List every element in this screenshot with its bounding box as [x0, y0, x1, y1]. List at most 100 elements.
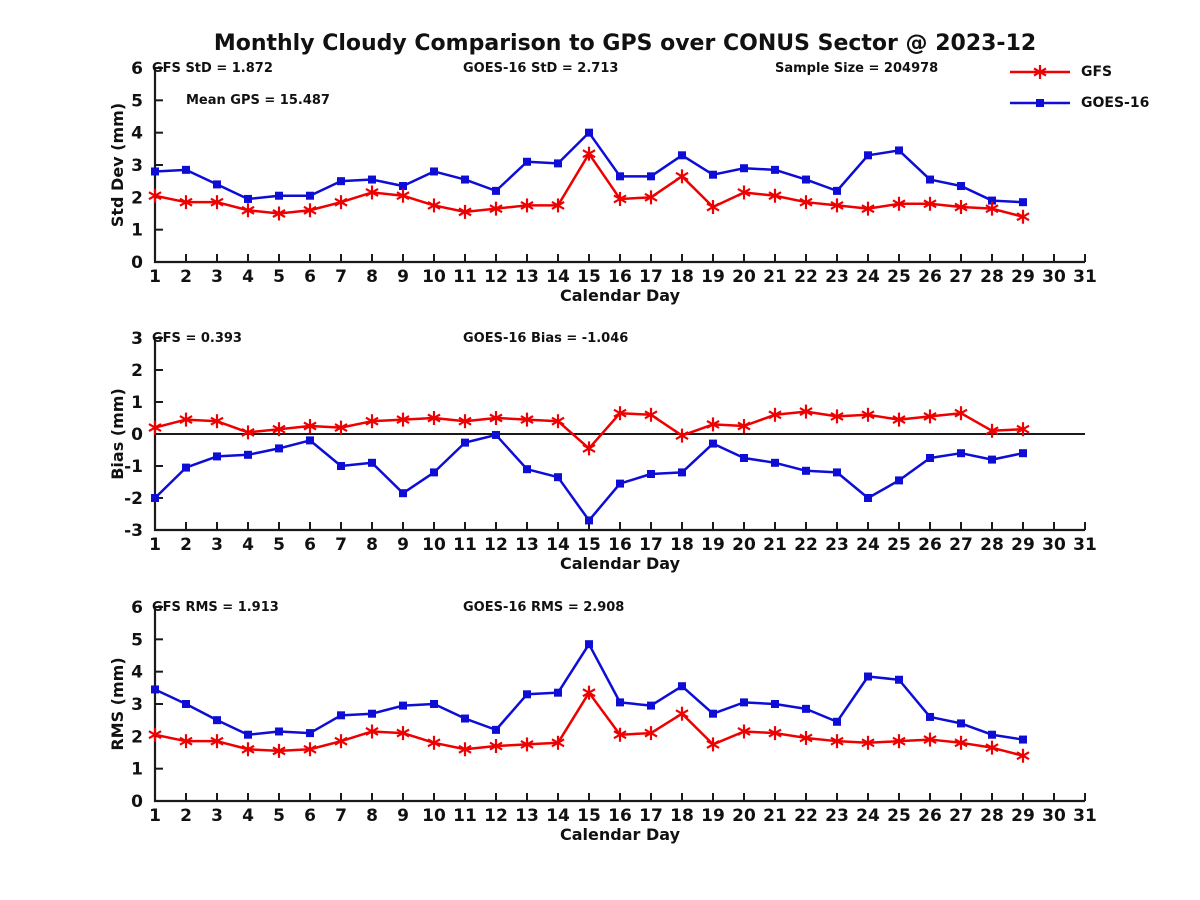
square-marker-icon [461, 714, 469, 723]
bias-ytick: -3 [124, 521, 143, 541]
bias-xtick: 22 [794, 535, 818, 555]
square-marker-icon [740, 454, 748, 462]
std-dev-ylabel: Std Dev (mm) [108, 103, 127, 227]
gfs-bias-annotation: GFS = 0.393 [152, 331, 242, 346]
std-dev-xtick: 18 [670, 267, 694, 287]
square-marker-icon [678, 468, 686, 477]
square-marker-icon [864, 672, 872, 681]
square-marker-icon [213, 452, 221, 461]
square-marker-icon [1019, 198, 1027, 207]
bias-xtick: 2 [180, 535, 192, 555]
square-marker-icon [802, 466, 810, 475]
bias-xtick: 20 [732, 535, 756, 555]
legend: GFS GOES-16 [1008, 63, 1149, 125]
goes16-bias-annotation: GOES-16 Bias = -1.046 [463, 331, 629, 346]
star-marker-icon [303, 203, 317, 218]
square-marker-icon [802, 704, 810, 713]
star-marker-icon [799, 195, 813, 210]
rms-xtick: 20 [732, 806, 756, 826]
square-marker-icon [1019, 449, 1027, 458]
star-marker-icon [427, 735, 441, 750]
rms-xtick: 19 [701, 806, 725, 826]
square-marker-icon [151, 167, 159, 176]
star-marker-icon [334, 195, 348, 210]
bias-xtick: 19 [701, 535, 725, 555]
rms-ytick: 6 [131, 598, 143, 618]
star-marker-icon [458, 414, 472, 429]
square-marker-icon [399, 182, 407, 191]
gfs-std-annotation: GFS StD = 1.872 [152, 61, 273, 76]
square-marker-icon [306, 191, 314, 200]
square-marker-icon [461, 175, 469, 184]
star-marker-icon [799, 404, 813, 419]
star-marker-icon [520, 737, 534, 752]
rms-xtick: 12 [484, 806, 508, 826]
std-dev-xtick: 9 [397, 267, 409, 287]
star-marker-icon [644, 407, 658, 422]
square-marker-icon [616, 479, 624, 488]
star-marker-icon [210, 734, 224, 749]
bias-ytick: 0 [131, 425, 143, 445]
square-marker-icon [244, 450, 252, 459]
goes16-rms-annotation: GOES-16 RMS = 2.908 [463, 600, 625, 615]
bias-xtick: 7 [335, 535, 347, 555]
rms-xtick: 27 [949, 806, 973, 826]
std-dev-xtick: 31 [1073, 267, 1097, 287]
square-marker-icon [864, 151, 872, 160]
std-dev-xtick: 29 [1011, 267, 1035, 287]
star-marker-icon [861, 201, 875, 216]
star-marker-icon [179, 734, 193, 749]
star-marker-icon [334, 734, 348, 749]
bias-xtick: 29 [1011, 535, 1035, 555]
rms-xtick: 24 [856, 806, 880, 826]
square-marker-icon [368, 458, 376, 467]
star-marker-icon [892, 196, 906, 211]
square-marker-icon [1019, 735, 1027, 744]
std-dev-xtick: 15 [577, 267, 601, 287]
rms-ytick: 0 [131, 792, 143, 812]
square-marker-icon [709, 439, 717, 448]
rms-xtick: 18 [670, 806, 694, 826]
star-marker-icon [923, 196, 937, 211]
bias-xtick: 23 [825, 535, 849, 555]
star-marker-icon [613, 727, 627, 742]
square-marker-icon [337, 177, 345, 186]
star-marker-icon [706, 737, 720, 752]
rms-xtick: 23 [825, 806, 849, 826]
square-marker-icon [833, 468, 841, 477]
std-dev-xtick: 5 [273, 267, 285, 287]
gfs-rms-annotation: GFS RMS = 1.913 [152, 600, 279, 615]
square-marker-icon [368, 709, 376, 718]
square-marker-icon [182, 463, 190, 472]
rms-xtick: 21 [763, 806, 787, 826]
star-marker-icon [830, 734, 844, 749]
rms-xtick: 22 [794, 806, 818, 826]
square-marker-icon [554, 688, 562, 697]
std-dev-xtick: 26 [918, 267, 942, 287]
star-marker-icon [303, 742, 317, 757]
square-marker-icon [616, 172, 624, 181]
square-marker-icon [430, 167, 438, 176]
rms-xtick: 25 [887, 806, 911, 826]
square-marker-icon [833, 717, 841, 726]
rms-xtick: 30 [1042, 806, 1066, 826]
star-marker-icon [923, 732, 937, 747]
std-dev-xtick: 11 [453, 267, 477, 287]
rms-ytick: 3 [131, 695, 143, 715]
star-marker-icon [427, 411, 441, 425]
rms-xtick: 28 [980, 806, 1004, 826]
bias-ylabel: Bias (mm) [108, 388, 127, 480]
legend-label-goes16: GOES-16 [1081, 95, 1150, 111]
std-dev-goes-16-line [154, 131, 1024, 204]
bias-xtick: 25 [887, 535, 911, 555]
bias-xtick: 17 [639, 535, 663, 555]
rms-ytick: 4 [131, 663, 143, 683]
bias-xtick: 26 [918, 535, 942, 555]
square-marker-icon [709, 709, 717, 718]
bias-xtick: 21 [763, 535, 787, 555]
star-marker-icon [427, 198, 441, 213]
std-dev-xtick: 3 [211, 267, 223, 287]
bias-ytick: -2 [124, 489, 143, 509]
rms-xtick: 31 [1073, 806, 1097, 826]
